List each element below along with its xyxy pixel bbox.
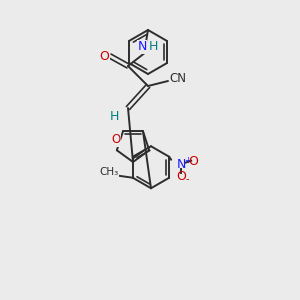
Text: +: + <box>184 156 190 165</box>
Text: O: O <box>188 155 198 168</box>
Text: H: H <box>148 40 158 53</box>
Text: O: O <box>99 50 109 62</box>
Text: O: O <box>112 133 121 146</box>
Text: H: H <box>109 110 119 122</box>
Text: N: N <box>176 158 186 171</box>
Text: N: N <box>137 40 147 53</box>
Text: O: O <box>176 170 186 183</box>
Text: -: - <box>185 174 189 184</box>
Text: CN: CN <box>169 71 187 85</box>
Text: CH₃: CH₃ <box>99 167 119 177</box>
